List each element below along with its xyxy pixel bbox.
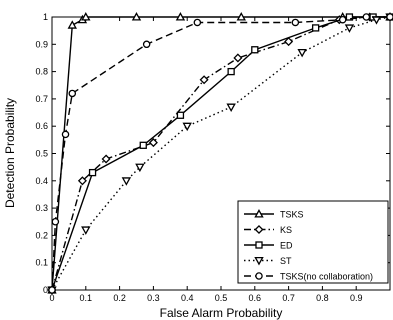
data-point-tsks xyxy=(238,13,245,19)
y-tick-label: 0.3 xyxy=(35,203,48,213)
legend-label: ED xyxy=(280,241,293,251)
x-tick-label: 0.3 xyxy=(147,293,160,303)
data-point-tsks-no-collaboration xyxy=(69,90,75,96)
y-tick-label: 1 xyxy=(43,12,48,22)
data-point-tsks-no-collaboration xyxy=(387,14,393,20)
x-tick-label: 0.7 xyxy=(282,293,295,303)
y-tick-label: 0.9 xyxy=(35,39,48,49)
legend-marker xyxy=(256,242,262,248)
data-point-tsks xyxy=(82,13,89,19)
legend: TSKS KS ED ST TSKS(no collaboration) xyxy=(238,201,388,283)
y-tick-label: 0.8 xyxy=(35,67,48,77)
legend-marker xyxy=(256,273,262,279)
data-point-tsks-no-collaboration xyxy=(52,219,58,225)
y-tick-label: 0 xyxy=(43,285,48,295)
data-point-tsks-no-collaboration xyxy=(144,41,150,47)
data-point-ed xyxy=(228,69,234,75)
legend-label: TSKS(no collaboration) xyxy=(280,272,373,282)
y-axis-label: Detection Probability xyxy=(3,98,17,208)
x-tick-label: 0.5 xyxy=(215,293,228,303)
legend-label: TSKS xyxy=(280,210,304,220)
x-tick-label: 0.1 xyxy=(80,293,93,303)
data-point-tsks-no-collaboration xyxy=(194,19,200,25)
data-point-tsks-no-collaboration xyxy=(49,287,55,293)
x-tick-label: 0.4 xyxy=(181,293,194,303)
y-tick-label: 0.4 xyxy=(35,176,48,186)
data-point-ed xyxy=(177,112,183,118)
data-point-tsks xyxy=(177,13,184,19)
x-axis-label: False Alarm Probability xyxy=(160,306,283,320)
data-point-ed xyxy=(313,25,319,31)
y-tick-label: 0.2 xyxy=(35,230,48,240)
data-point-tsks-no-collaboration xyxy=(340,17,346,23)
x-tick-label: 0.6 xyxy=(249,293,262,303)
x-tick-label: 0.9 xyxy=(350,293,363,303)
y-tick-label: 0.6 xyxy=(35,121,48,131)
data-point-tsks-no-collaboration xyxy=(363,14,369,20)
data-point-tsks-no-collaboration xyxy=(62,131,68,137)
data-point-tsks xyxy=(133,13,140,19)
y-tick-label: 0.1 xyxy=(35,258,48,268)
legend-label: KS xyxy=(280,225,292,235)
data-point-ed xyxy=(252,47,258,53)
data-point-tsks-no-collaboration xyxy=(292,19,298,25)
y-tick-label: 0.5 xyxy=(35,149,48,159)
data-point-ed xyxy=(90,170,96,176)
data-point-ed xyxy=(140,142,146,148)
legend-label: ST xyxy=(280,256,292,266)
y-tick-label: 0.7 xyxy=(35,94,48,104)
x-tick-label: 0.2 xyxy=(113,293,126,303)
x-tick-label: 0.8 xyxy=(316,293,329,303)
